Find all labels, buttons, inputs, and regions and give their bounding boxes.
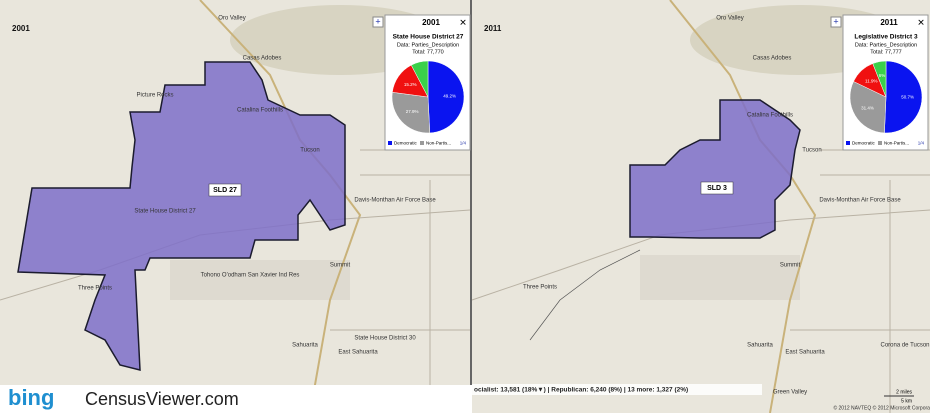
popup-year: 2001 xyxy=(422,18,440,27)
district-label: SLD 3 xyxy=(707,185,727,192)
pie-slice xyxy=(410,60,429,98)
zoom-plus: + xyxy=(833,16,838,26)
place-label: Davis-Monthan Air Force Base xyxy=(819,198,901,204)
district-label-box xyxy=(208,183,242,197)
popup-subtitle: Data: Parties_Description xyxy=(397,42,459,48)
popup-subtitle: Data: Parties_Description xyxy=(855,42,917,48)
bing-logo: bing xyxy=(8,385,54,410)
place-label: Summit xyxy=(780,263,801,269)
status-bar xyxy=(472,384,762,395)
place-label: Tohono O'odham San Xavier Ind Res xyxy=(201,273,300,279)
popup-year: 2011 xyxy=(880,18,898,27)
pie-label: 27.9% xyxy=(406,109,419,114)
status-text: ocialist: 13,581 (18%▼) | Republican: 6,… xyxy=(474,387,688,394)
place-label: Green Valley xyxy=(773,390,807,396)
district-label: SLD 27 xyxy=(213,187,237,194)
place-label: Oro Valley xyxy=(218,16,246,22)
place-label: Casas Adobes xyxy=(753,56,792,62)
zoom-button[interactable] xyxy=(372,16,384,28)
place-label: East Sahuarita xyxy=(785,350,825,356)
panel-year: 2001 xyxy=(12,24,30,33)
legend-page[interactable]: 1/4 xyxy=(460,141,467,146)
popup-close[interactable]: ✕ xyxy=(917,17,925,27)
pie-slice xyxy=(884,60,923,134)
pie-slice xyxy=(872,60,887,98)
legend-page[interactable]: 1/4 xyxy=(918,141,925,146)
legend-swatch xyxy=(846,141,850,145)
place-label: Sahuarita xyxy=(747,343,773,349)
pie-label: 11.9% xyxy=(865,78,877,83)
place-label: Three Points xyxy=(78,286,112,292)
scale-label: 2 miles xyxy=(896,389,912,395)
district-label-box xyxy=(700,181,734,195)
place-label: Casas Adobes xyxy=(243,56,282,62)
popup-total: Total: 77,777 xyxy=(870,49,902,55)
place-label: Catalina Foothills xyxy=(747,113,793,119)
place-label: Davis-Monthan Air Force Base xyxy=(354,198,436,204)
pie-label: 49.2% xyxy=(443,94,456,99)
legend-swatch xyxy=(388,141,392,145)
copyright: © 2012 NAVTEQ © 2012 Microsoft Corporati… xyxy=(833,404,930,411)
place-label: Tucson xyxy=(802,148,821,154)
pie-slice xyxy=(391,91,431,134)
pie-slice xyxy=(849,81,887,134)
zoom-button[interactable] xyxy=(830,16,842,28)
pie-label: 31.4% xyxy=(861,105,874,110)
legend-swatch xyxy=(420,141,424,145)
zoom-plus: + xyxy=(375,16,380,26)
place-label: Oro Valley xyxy=(716,16,744,22)
panel-year: 2011 xyxy=(484,24,502,33)
place-label: Picture Rocks xyxy=(136,93,173,99)
legend-item: Non-Partis... xyxy=(426,141,451,146)
pie-label: 50.7% xyxy=(901,95,914,100)
scale-label: 5 km xyxy=(901,398,912,404)
place-label: State House District 30 xyxy=(354,336,416,342)
legend-swatch xyxy=(878,141,882,145)
place-label: State House District 27 xyxy=(134,209,196,215)
place-label: Tucson xyxy=(300,148,319,154)
popup-close[interactable]: ✕ xyxy=(459,17,467,27)
place-label: Catalina Foothills xyxy=(237,108,283,114)
legend-item: Democratic xyxy=(394,141,418,146)
popup-total: Total: 77,770 xyxy=(412,49,444,55)
place-label: Sahuarita xyxy=(292,343,318,349)
place-label: Summit xyxy=(330,263,351,269)
place-label: Three Points xyxy=(523,285,557,291)
place-label: Corona de Tucson xyxy=(880,343,929,349)
legend-item: Democratic xyxy=(852,141,876,146)
pie-label: 6% xyxy=(879,73,886,78)
censusviewer-logo: CensusViewer.com xyxy=(85,389,239,409)
popup-title: Legislative District 3 xyxy=(854,34,918,41)
logo-strip xyxy=(0,385,472,413)
pie-label: 15.2% xyxy=(404,82,417,87)
legend-item: Non-Partis... xyxy=(884,141,909,146)
popup-title: State House District 27 xyxy=(393,34,464,41)
pie-slice xyxy=(427,60,465,134)
place-label: East Sahuarita xyxy=(338,350,378,356)
